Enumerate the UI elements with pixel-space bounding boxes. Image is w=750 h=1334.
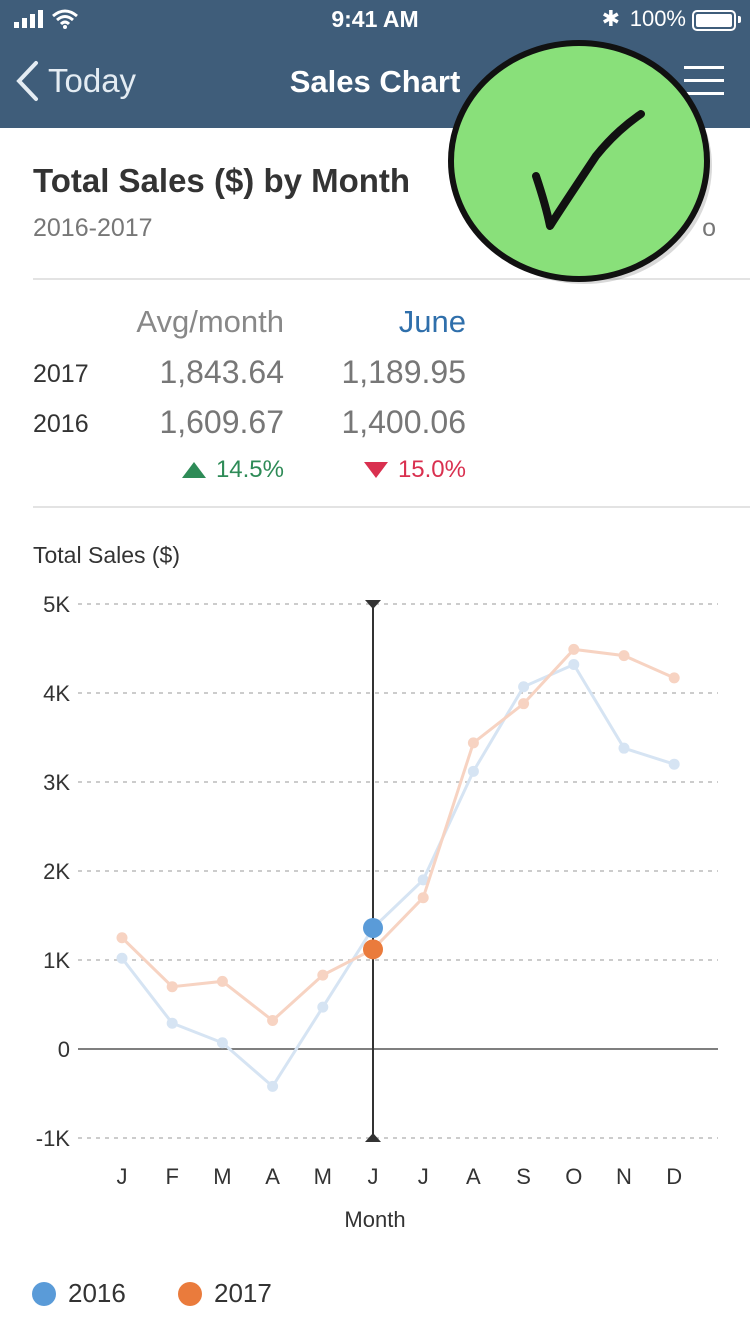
crosshair-bottom-marker bbox=[365, 1133, 381, 1142]
data-point-2016 bbox=[216, 1037, 228, 1049]
x-tick-label: J bbox=[368, 1164, 379, 1189]
data-point-2016 bbox=[668, 758, 680, 770]
legend-label-2017: 2017 bbox=[214, 1278, 272, 1308]
legend-2017[interactable]: 2017 bbox=[178, 1278, 272, 1309]
data-point-2017 bbox=[568, 643, 580, 655]
y-tick-label: 2K bbox=[43, 859, 70, 884]
row-2016-avg: 1,609.67 bbox=[159, 404, 284, 440]
x-tick-label: D bbox=[666, 1164, 682, 1189]
row-2016-month: 1,400.06 bbox=[341, 404, 466, 440]
y-tick-label: -1K bbox=[36, 1126, 71, 1151]
sales-line-chart[interactable]: -1K 0 1K 2K 3K 4K 5K J F M A M J J A S O N D Month bbox=[0, 580, 750, 1240]
x-tick-label: O bbox=[565, 1164, 582, 1189]
data-point-2017 bbox=[216, 975, 228, 987]
x-axis-title: Month bbox=[344, 1207, 405, 1232]
legend-dot-2017 bbox=[178, 1281, 202, 1306]
data-point-2016 bbox=[518, 681, 530, 693]
row-year-2016: 2016 bbox=[33, 410, 89, 438]
data-point-2017 bbox=[467, 737, 479, 749]
x-tick-label: A bbox=[265, 1164, 280, 1189]
up-arrow-icon bbox=[181, 462, 206, 478]
data-point-2016 bbox=[467, 765, 479, 777]
col-head-month[interactable]: June bbox=[398, 304, 466, 339]
back-button[interactable]: Today bbox=[14, 60, 136, 102]
back-label: Today bbox=[48, 62, 137, 99]
menu-icon[interactable] bbox=[684, 66, 724, 105]
legend-dot-2016 bbox=[32, 1281, 56, 1306]
row-2017-month: 1,189.95 bbox=[341, 354, 466, 390]
battery-tip bbox=[738, 16, 741, 23]
data-point-2017 bbox=[518, 698, 530, 710]
divider-top bbox=[33, 278, 750, 280]
x-tick-label: S bbox=[516, 1164, 531, 1189]
col-head-avg: Avg/month bbox=[136, 304, 284, 339]
chart-title: Total Sales ($) by Month bbox=[33, 162, 411, 199]
chart-subtitle: 2016-2017 bbox=[33, 214, 153, 242]
y-tick-label: 5K bbox=[43, 592, 70, 617]
data-point-2016 bbox=[116, 952, 128, 964]
delta-avg: 14.5% bbox=[84, 456, 284, 484]
bluetooth-icon: ✱ bbox=[601, 6, 620, 31]
x-tick-label: J bbox=[418, 1164, 429, 1189]
data-point-2016 bbox=[417, 874, 429, 886]
data-point-2017 bbox=[668, 672, 680, 684]
series-line-2017 bbox=[120, 647, 675, 1023]
down-arrow-icon bbox=[363, 462, 388, 478]
data-point-2016 bbox=[267, 1080, 279, 1092]
data-point-2017 bbox=[618, 650, 630, 662]
delta-month: 15.0% bbox=[266, 456, 466, 484]
battery-icon bbox=[692, 10, 736, 31]
y-tick-label: 0 bbox=[58, 1037, 70, 1062]
battery-percent: 100% bbox=[629, 6, 686, 31]
delta-month-text: 15.0% bbox=[397, 456, 466, 483]
data-point-2017 bbox=[417, 892, 429, 904]
wifi-icon bbox=[52, 9, 78, 29]
x-tick-label: N bbox=[616, 1164, 632, 1189]
data-point-2017 bbox=[116, 932, 128, 944]
data-point-2016 bbox=[166, 1017, 178, 1029]
status-time: 9:41 AM bbox=[331, 6, 419, 32]
signal-icon bbox=[14, 10, 43, 28]
legend-2016[interactable]: 2016 bbox=[32, 1278, 126, 1309]
nav-title: Sales Chart bbox=[289, 64, 461, 99]
x-tick-label: A bbox=[466, 1164, 481, 1189]
highlight-point-2017 bbox=[363, 939, 383, 960]
row-2017-avg: 1,843.64 bbox=[159, 354, 284, 390]
data-point-2016 bbox=[618, 742, 630, 754]
data-point-2016 bbox=[568, 659, 580, 671]
x-tick-label: M bbox=[314, 1164, 332, 1189]
header-right-text: o bbox=[702, 214, 716, 242]
legend-label-2016: 2016 bbox=[68, 1278, 126, 1308]
delta-avg-text: 14.5% bbox=[215, 456, 284, 483]
y-tick-label: 3K bbox=[43, 770, 70, 795]
data-point-2017 bbox=[317, 969, 329, 981]
checkmark-badge-icon bbox=[448, 40, 712, 284]
x-tick-label: J bbox=[117, 1164, 128, 1189]
y-axis-title: Total Sales ($) bbox=[33, 542, 181, 568]
crosshair-top-marker bbox=[365, 600, 381, 609]
series-line-2016 bbox=[120, 662, 675, 1089]
divider-bottom bbox=[33, 506, 750, 508]
data-point-2017 bbox=[166, 981, 178, 993]
chevron-left-icon bbox=[16, 61, 38, 101]
x-tick-label: F bbox=[165, 1164, 178, 1189]
row-year-2017: 2017 bbox=[33, 360, 89, 388]
highlight-point-2016 bbox=[363, 917, 383, 938]
data-point-2017 bbox=[267, 1015, 279, 1027]
data-point-2016 bbox=[317, 1001, 329, 1013]
x-tick-label: M bbox=[213, 1164, 231, 1189]
y-tick-label: 1K bbox=[43, 948, 70, 973]
y-tick-label: 4K bbox=[43, 681, 70, 706]
